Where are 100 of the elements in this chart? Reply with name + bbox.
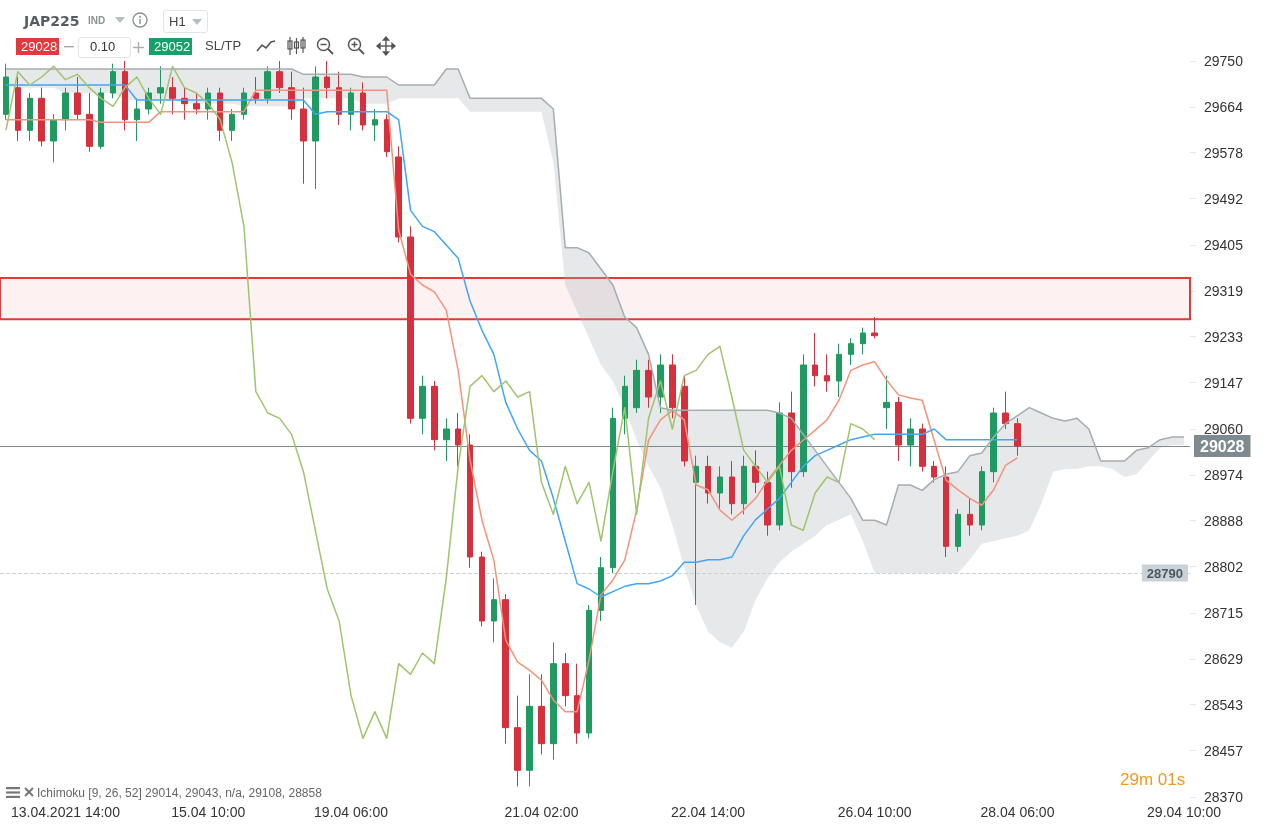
candlestick [871, 316, 878, 339]
candlestick [467, 433, 473, 569]
candlestick [193, 92, 200, 115]
candlestick [705, 455, 711, 505]
candlestick [538, 673, 545, 755]
y-tick-label: 28715 [1204, 605, 1244, 621]
candlestick [419, 375, 426, 435]
candlestick [324, 60, 330, 99]
candlestick [3, 63, 9, 121]
y-tick-label: 29578 [1204, 144, 1244, 161]
y-tick-label: 28888 [1204, 512, 1244, 529]
ref-line-label: 28790 [1146, 565, 1183, 581]
candlestick [586, 604, 592, 739]
candlestick [157, 65, 164, 105]
ref-line-label: 29028 [1200, 437, 1245, 455]
candlestick [74, 76, 81, 121]
candlestick [264, 65, 271, 105]
text: IND [88, 15, 106, 26]
candlestick [27, 92, 33, 142]
annotation: Ichimoku [9, 26, 52] 29014, 29043, n/a, 29108, 28858 [37, 786, 322, 800]
candlestick [764, 471, 771, 537]
x-tick-label: 21.04 02:00 [504, 804, 579, 820]
x-tick-label: 29.04 10:00 [1147, 804, 1222, 820]
text: H1 [169, 14, 186, 29]
y-tick-label: 29233 [1204, 328, 1244, 345]
candlestick [633, 359, 640, 414]
candlestick [479, 551, 485, 627]
candlestick [169, 76, 176, 115]
candlestick [979, 465, 985, 531]
line-series [5, 84, 1019, 598]
candlestick [110, 63, 116, 99]
x-tick-label: 22.04 14:00 [671, 804, 746, 820]
y-tick-label: 28543 [1204, 696, 1244, 713]
candlestick [276, 60, 283, 94]
candlestick [86, 92, 93, 153]
x-tick-label: 13.04.2021 14:00 [10, 804, 121, 820]
y-tick-label: 28802 [1204, 558, 1244, 575]
candlestick [610, 407, 616, 574]
line-series [5, 89, 1019, 713]
text: 29028 [16, 38, 59, 55]
y-tick-label: 29492 [1204, 190, 1244, 207]
candlestick [788, 391, 795, 489]
y-tick-label: 29319 [1204, 282, 1244, 299]
y-tick-label: 28974 [1204, 466, 1244, 483]
chart-title: JAP225 [24, 13, 80, 29]
line-series [5, 65, 876, 740]
text: 0.10 [90, 39, 116, 54]
candlestick [800, 353, 807, 478]
candlestick [848, 337, 854, 366]
candlestick [919, 423, 926, 473]
candlestick [348, 87, 354, 131]
candlestick [883, 375, 890, 430]
candlestick [967, 497, 973, 537]
candlestick [550, 641, 557, 761]
candlestick [98, 87, 104, 150]
candlestick [526, 673, 533, 787]
candlestick [336, 71, 342, 126]
candlestick [717, 465, 723, 510]
candlestick [15, 76, 21, 142]
y-tick-label: 28457 [1204, 742, 1244, 759]
candlestick [372, 108, 378, 142]
candlestick [860, 327, 866, 355]
candlestick [514, 695, 521, 787]
candlestick [312, 65, 319, 190]
candlestick [824, 353, 830, 393]
candlestick [669, 353, 676, 419]
y-tick-label: 29664 [1204, 98, 1244, 115]
annotation: 29m 01s [1120, 770, 1186, 789]
x-tick-label: 19.04 06:00 [314, 804, 389, 820]
candlestick [253, 76, 259, 105]
candlestick [50, 113, 57, 163]
candlestick [752, 449, 759, 494]
candlestick [407, 225, 414, 425]
candlestick [836, 343, 842, 398]
candlestick [931, 460, 937, 483]
candlestick [741, 455, 747, 515]
y-tick-label: 29405 [1204, 237, 1244, 253]
candlestick [122, 60, 128, 131]
candlestick [431, 380, 438, 451]
candlestick [562, 652, 569, 707]
candlestick [38, 87, 45, 147]
candlestick [990, 407, 997, 483]
candlestick [502, 593, 509, 745]
y-tick-label: 29060 [1204, 421, 1244, 437]
text: 29052 [149, 38, 192, 55]
y-tick-label: 28370 [1204, 789, 1244, 805]
x-tick-label: 28.04 06:00 [980, 804, 1055, 820]
x-tick-label: 26.04 10:00 [837, 804, 912, 820]
candlestick [574, 663, 580, 745]
y-tick-label: 29147 [1204, 374, 1244, 391]
candlestick [907, 417, 914, 467]
candlestick [384, 113, 390, 158]
candlestick [1014, 417, 1021, 457]
candlestick [491, 577, 497, 643]
candlestick [943, 465, 949, 558]
candlestick [455, 412, 461, 467]
x-tick-label: 15.04 10:00 [171, 804, 246, 820]
candlestick [693, 455, 699, 606]
line-series [5, 68, 1185, 526]
candlestick [681, 375, 688, 467]
